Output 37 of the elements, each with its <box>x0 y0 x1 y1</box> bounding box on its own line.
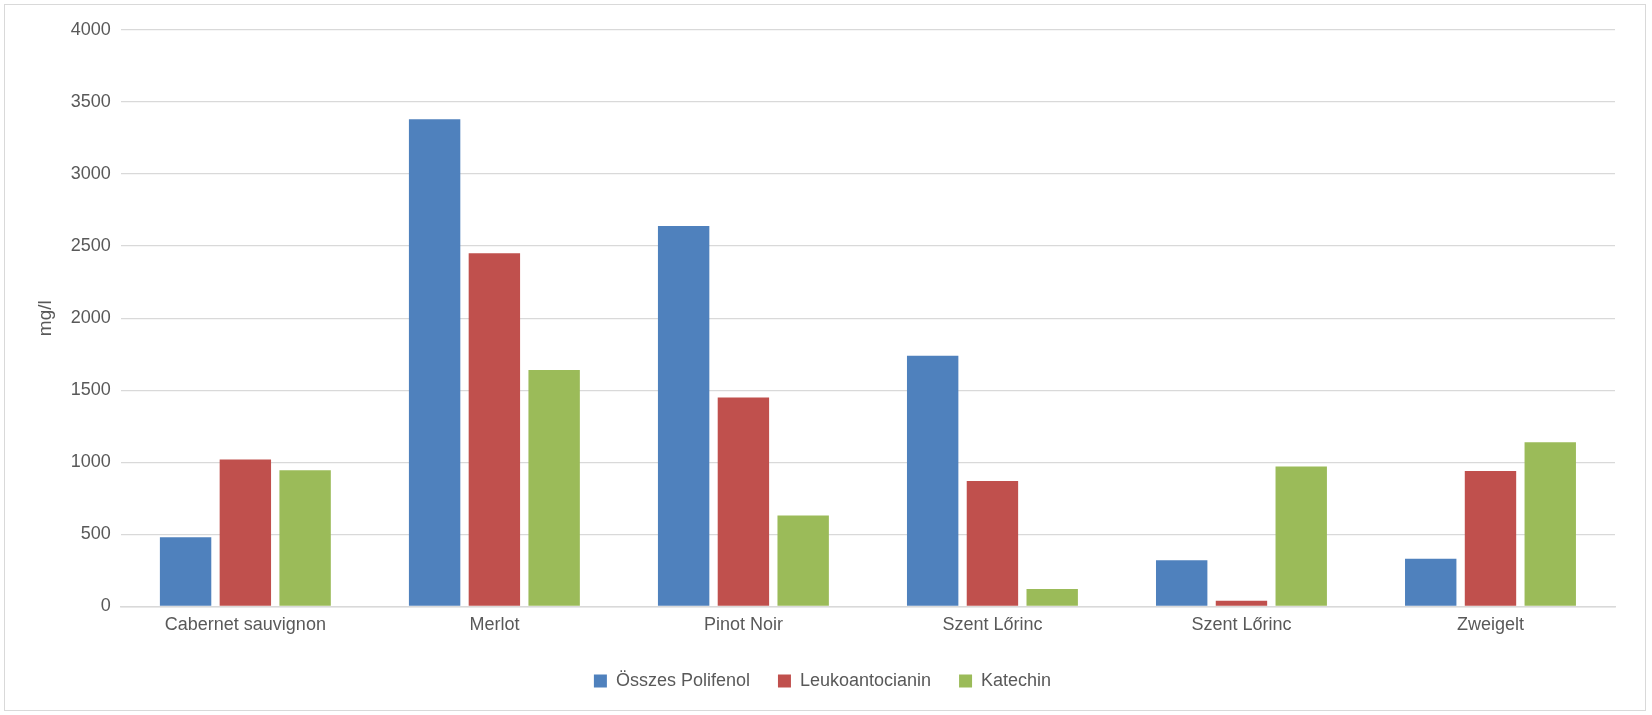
bar <box>468 253 521 606</box>
x-tick-label: Szent Lőrinc <box>942 614 1043 635</box>
y-tick-label: 2000 <box>70 307 111 328</box>
x-tick-label: Cabernet sauvignon <box>164 614 326 635</box>
bar <box>159 537 212 606</box>
bar <box>528 370 580 606</box>
bar <box>1524 442 1576 606</box>
y-tick-label: 1000 <box>70 451 111 472</box>
bar <box>408 119 461 606</box>
y-tick-label: 2500 <box>70 235 111 256</box>
x-tick-label: Szent Lőrinc <box>1191 614 1292 635</box>
bar <box>777 515 829 606</box>
bar <box>1215 600 1268 606</box>
bar <box>657 225 710 606</box>
bar <box>279 470 331 606</box>
y-tick-label: 3500 <box>70 91 111 112</box>
y-tick-label: 4000 <box>70 18 111 39</box>
y-axis-title: mg/l <box>33 300 55 337</box>
bar <box>1026 589 1078 606</box>
bar <box>1275 466 1327 606</box>
y-tick-label: 3000 <box>70 163 111 184</box>
x-tick-label: Pinot Noir <box>703 614 783 635</box>
bar <box>1464 470 1517 606</box>
bar <box>966 481 1019 606</box>
x-tick-label: Merlot <box>469 614 520 635</box>
y-tick-label: 1500 <box>70 379 111 400</box>
bar <box>1405 558 1457 606</box>
y-tick-label: 500 <box>80 523 111 544</box>
legend-label: Katechin <box>981 669 1052 690</box>
bar <box>1155 560 1208 606</box>
legend-label: Összes Polifenol <box>615 669 750 690</box>
legend-label: Leukoantocianin <box>799 669 932 690</box>
x-tick-label: Zweigelt <box>1456 614 1524 635</box>
bar <box>219 459 272 606</box>
y-tick-label: 0 <box>100 595 111 616</box>
bar <box>717 397 770 606</box>
bar <box>906 355 959 606</box>
